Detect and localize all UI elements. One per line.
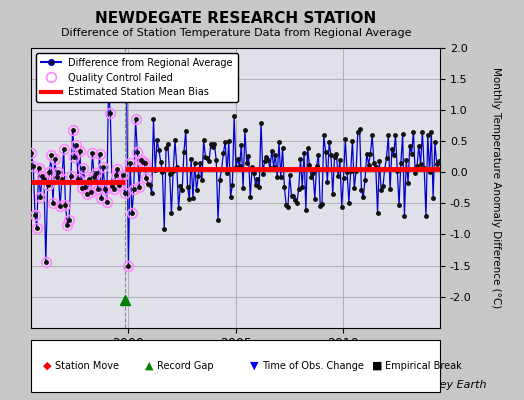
Text: Empirical Break: Empirical Break: [385, 361, 462, 371]
Text: Berkeley Earth: Berkeley Earth: [404, 380, 487, 390]
Text: Time of Obs. Change: Time of Obs. Change: [262, 361, 364, 371]
Text: ■: ■: [372, 361, 383, 371]
Y-axis label: Monthly Temperature Anomaly Difference (°C): Monthly Temperature Anomaly Difference (…: [491, 67, 501, 308]
Text: Difference of Station Temperature Data from Regional Average: Difference of Station Temperature Data f…: [61, 28, 411, 38]
Legend: Difference from Regional Average, Quality Control Failed, Estimated Station Mean: Difference from Regional Average, Qualit…: [36, 53, 238, 102]
Text: ▲: ▲: [145, 361, 154, 371]
Text: Record Gap: Record Gap: [157, 361, 214, 371]
Text: Station Move: Station Move: [55, 361, 119, 371]
Text: NEWDEGATE RESEARCH STATION: NEWDEGATE RESEARCH STATION: [95, 11, 376, 26]
Text: ▼: ▼: [250, 361, 258, 371]
Text: ◆: ◆: [43, 361, 51, 371]
